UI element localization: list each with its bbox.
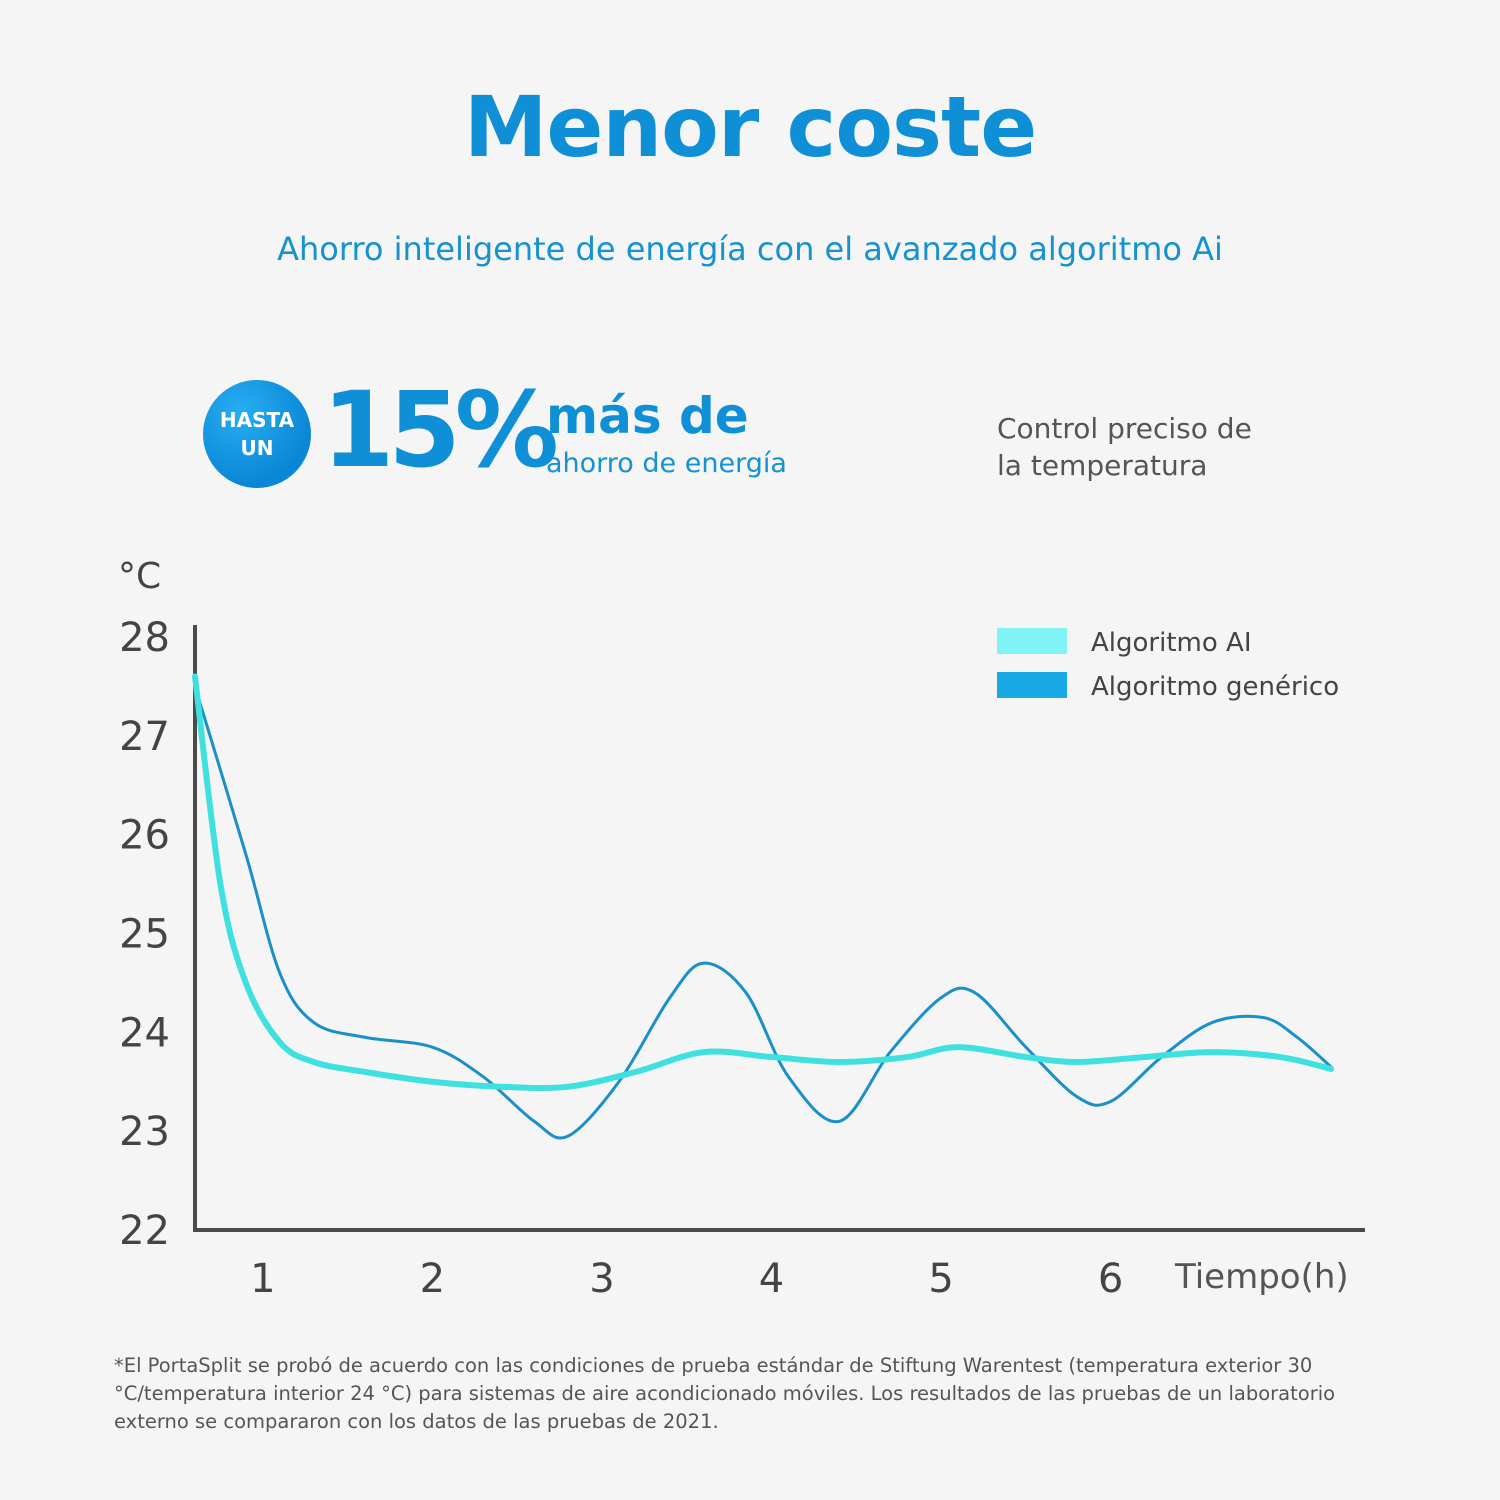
x-tick-label: 4 <box>759 1256 784 1302</box>
legend-swatch <box>997 628 1067 654</box>
y-tick-label: 27 <box>119 714 170 760</box>
y-tick-label: 26 <box>119 813 170 859</box>
promo-subline: ahorro de energía <box>546 448 787 479</box>
footnote: *El PortaSplit se probó de acuerdo con l… <box>114 1354 1336 1433</box>
x-tick-label: 2 <box>420 1256 445 1302</box>
control-note: Control preciso de la temperatura <box>997 410 1252 484</box>
page-title: Menor coste <box>463 78 1037 176</box>
control-note-line1: Control preciso de <box>997 412 1252 445</box>
promo-headline: más de <box>546 387 749 445</box>
y-tick-label: 25 <box>119 912 170 958</box>
y-tick-label: 24 <box>119 1010 170 1056</box>
y-axis-unit-label: °C <box>118 556 161 597</box>
x-tick-label: 1 <box>250 1256 275 1302</box>
legend-swatch <box>997 672 1067 698</box>
y-tick-label: 23 <box>119 1109 170 1155</box>
page-subtitle: Ahorro inteligente de energía con el ava… <box>277 230 1223 268</box>
series-line-algoritmo-generico <box>193 684 1333 1140</box>
legend-label: Algoritmo genérico <box>1091 672 1339 702</box>
series-line-algoritmo-ai <box>192 673 1335 1091</box>
percent-value: 15% <box>322 369 559 491</box>
badge-line2: UN <box>240 436 274 460</box>
x-tick-label: 6 <box>1098 1256 1123 1302</box>
control-note-line2: la temperatura <box>997 449 1208 482</box>
y-tick-label: 22 <box>119 1208 170 1254</box>
badge-circle: HASTA UN <box>203 380 311 488</box>
x-axis-label: Tiempo(h) <box>1174 1257 1349 1297</box>
x-tick-label: 3 <box>589 1256 614 1302</box>
x-tick-label: 5 <box>928 1256 953 1302</box>
y-tick-label: 28 <box>119 615 170 661</box>
legend-label: Algoritmo AI <box>1091 628 1251 658</box>
badge-line1: HASTA <box>219 408 295 432</box>
